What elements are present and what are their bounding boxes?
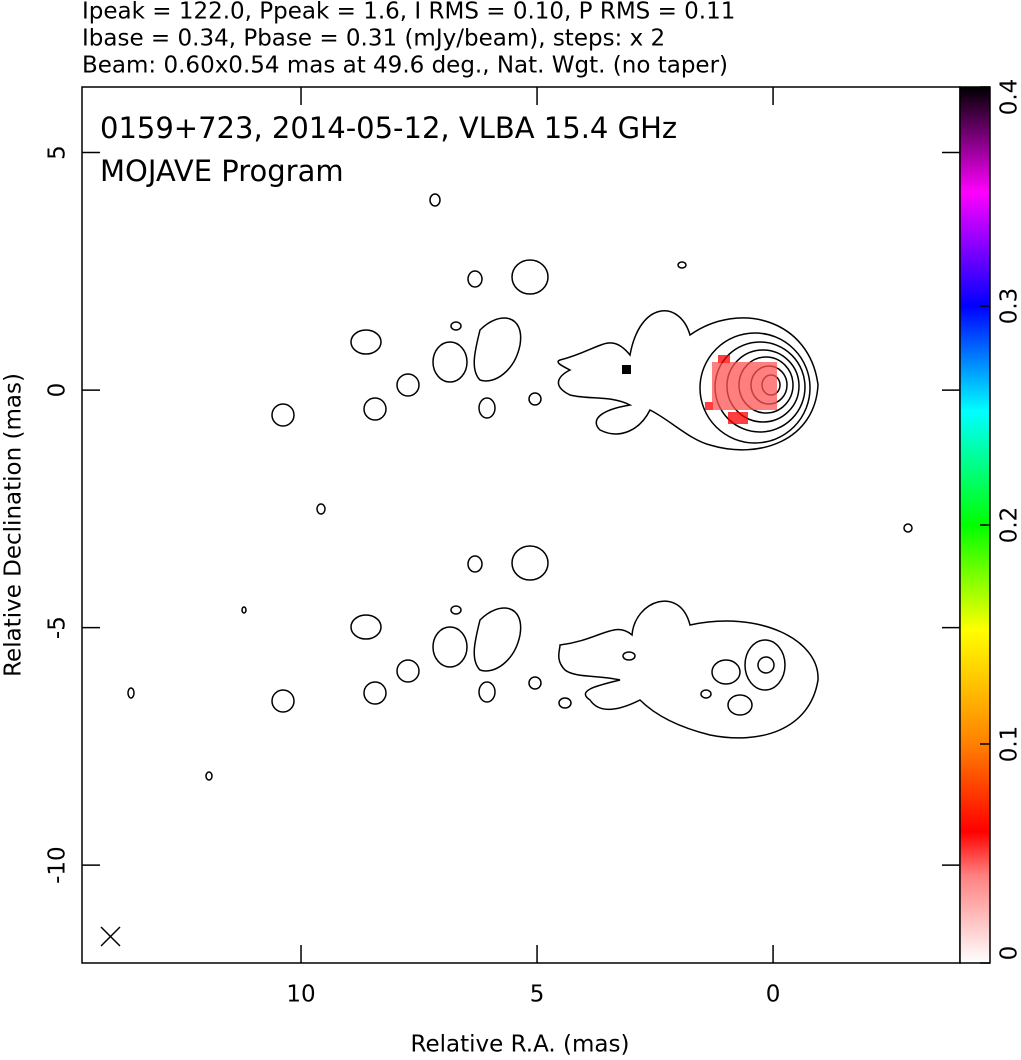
- beam: [100, 926, 121, 947]
- y-tick-label: 5: [45, 145, 71, 160]
- annotation: MOJAVE Program: [100, 154, 344, 188]
- y-tick-label: -5: [45, 616, 71, 639]
- y-tick-label: 0: [45, 383, 71, 398]
- header-line: Beam: 0.60x0.54 mas at 49.6 deg., Nat. W…: [82, 53, 728, 79]
- polarization: [705, 355, 777, 424]
- x-tick-label: 0: [766, 982, 781, 1008]
- plot-frame: [81, 86, 961, 964]
- header-line: Ibase = 0.34, Pbase = 0.31 (mJy/beam), s…: [82, 26, 665, 52]
- colorbar-tick-label: 0.4: [997, 79, 1021, 116]
- y-tick-label: -10: [45, 846, 71, 884]
- annotation: 0159+723, 2014-05-12, VLBA 15.4 GHz: [100, 111, 677, 145]
- pixel: [622, 365, 631, 374]
- colorbar-tick-label: 0: [997, 946, 1021, 961]
- y-axis-label: Relative Declination (mas): [1, 373, 27, 677]
- x-tick-label: 5: [530, 982, 545, 1008]
- x-tick-label: 10: [286, 982, 315, 1008]
- header-line: Ipeak = 122.0, Ppeak = 1.6, I RMS = 0.10…: [82, 0, 735, 25]
- colorbar-tick-label: 0.1: [997, 726, 1021, 763]
- contours: [127, 193, 913, 781]
- colorbar-tick-label: 0.3: [997, 288, 1021, 325]
- x-axis-label: Relative R.A. (mas): [411, 1032, 630, 1058]
- colorbar-tick-label: 0.2: [997, 507, 1021, 544]
